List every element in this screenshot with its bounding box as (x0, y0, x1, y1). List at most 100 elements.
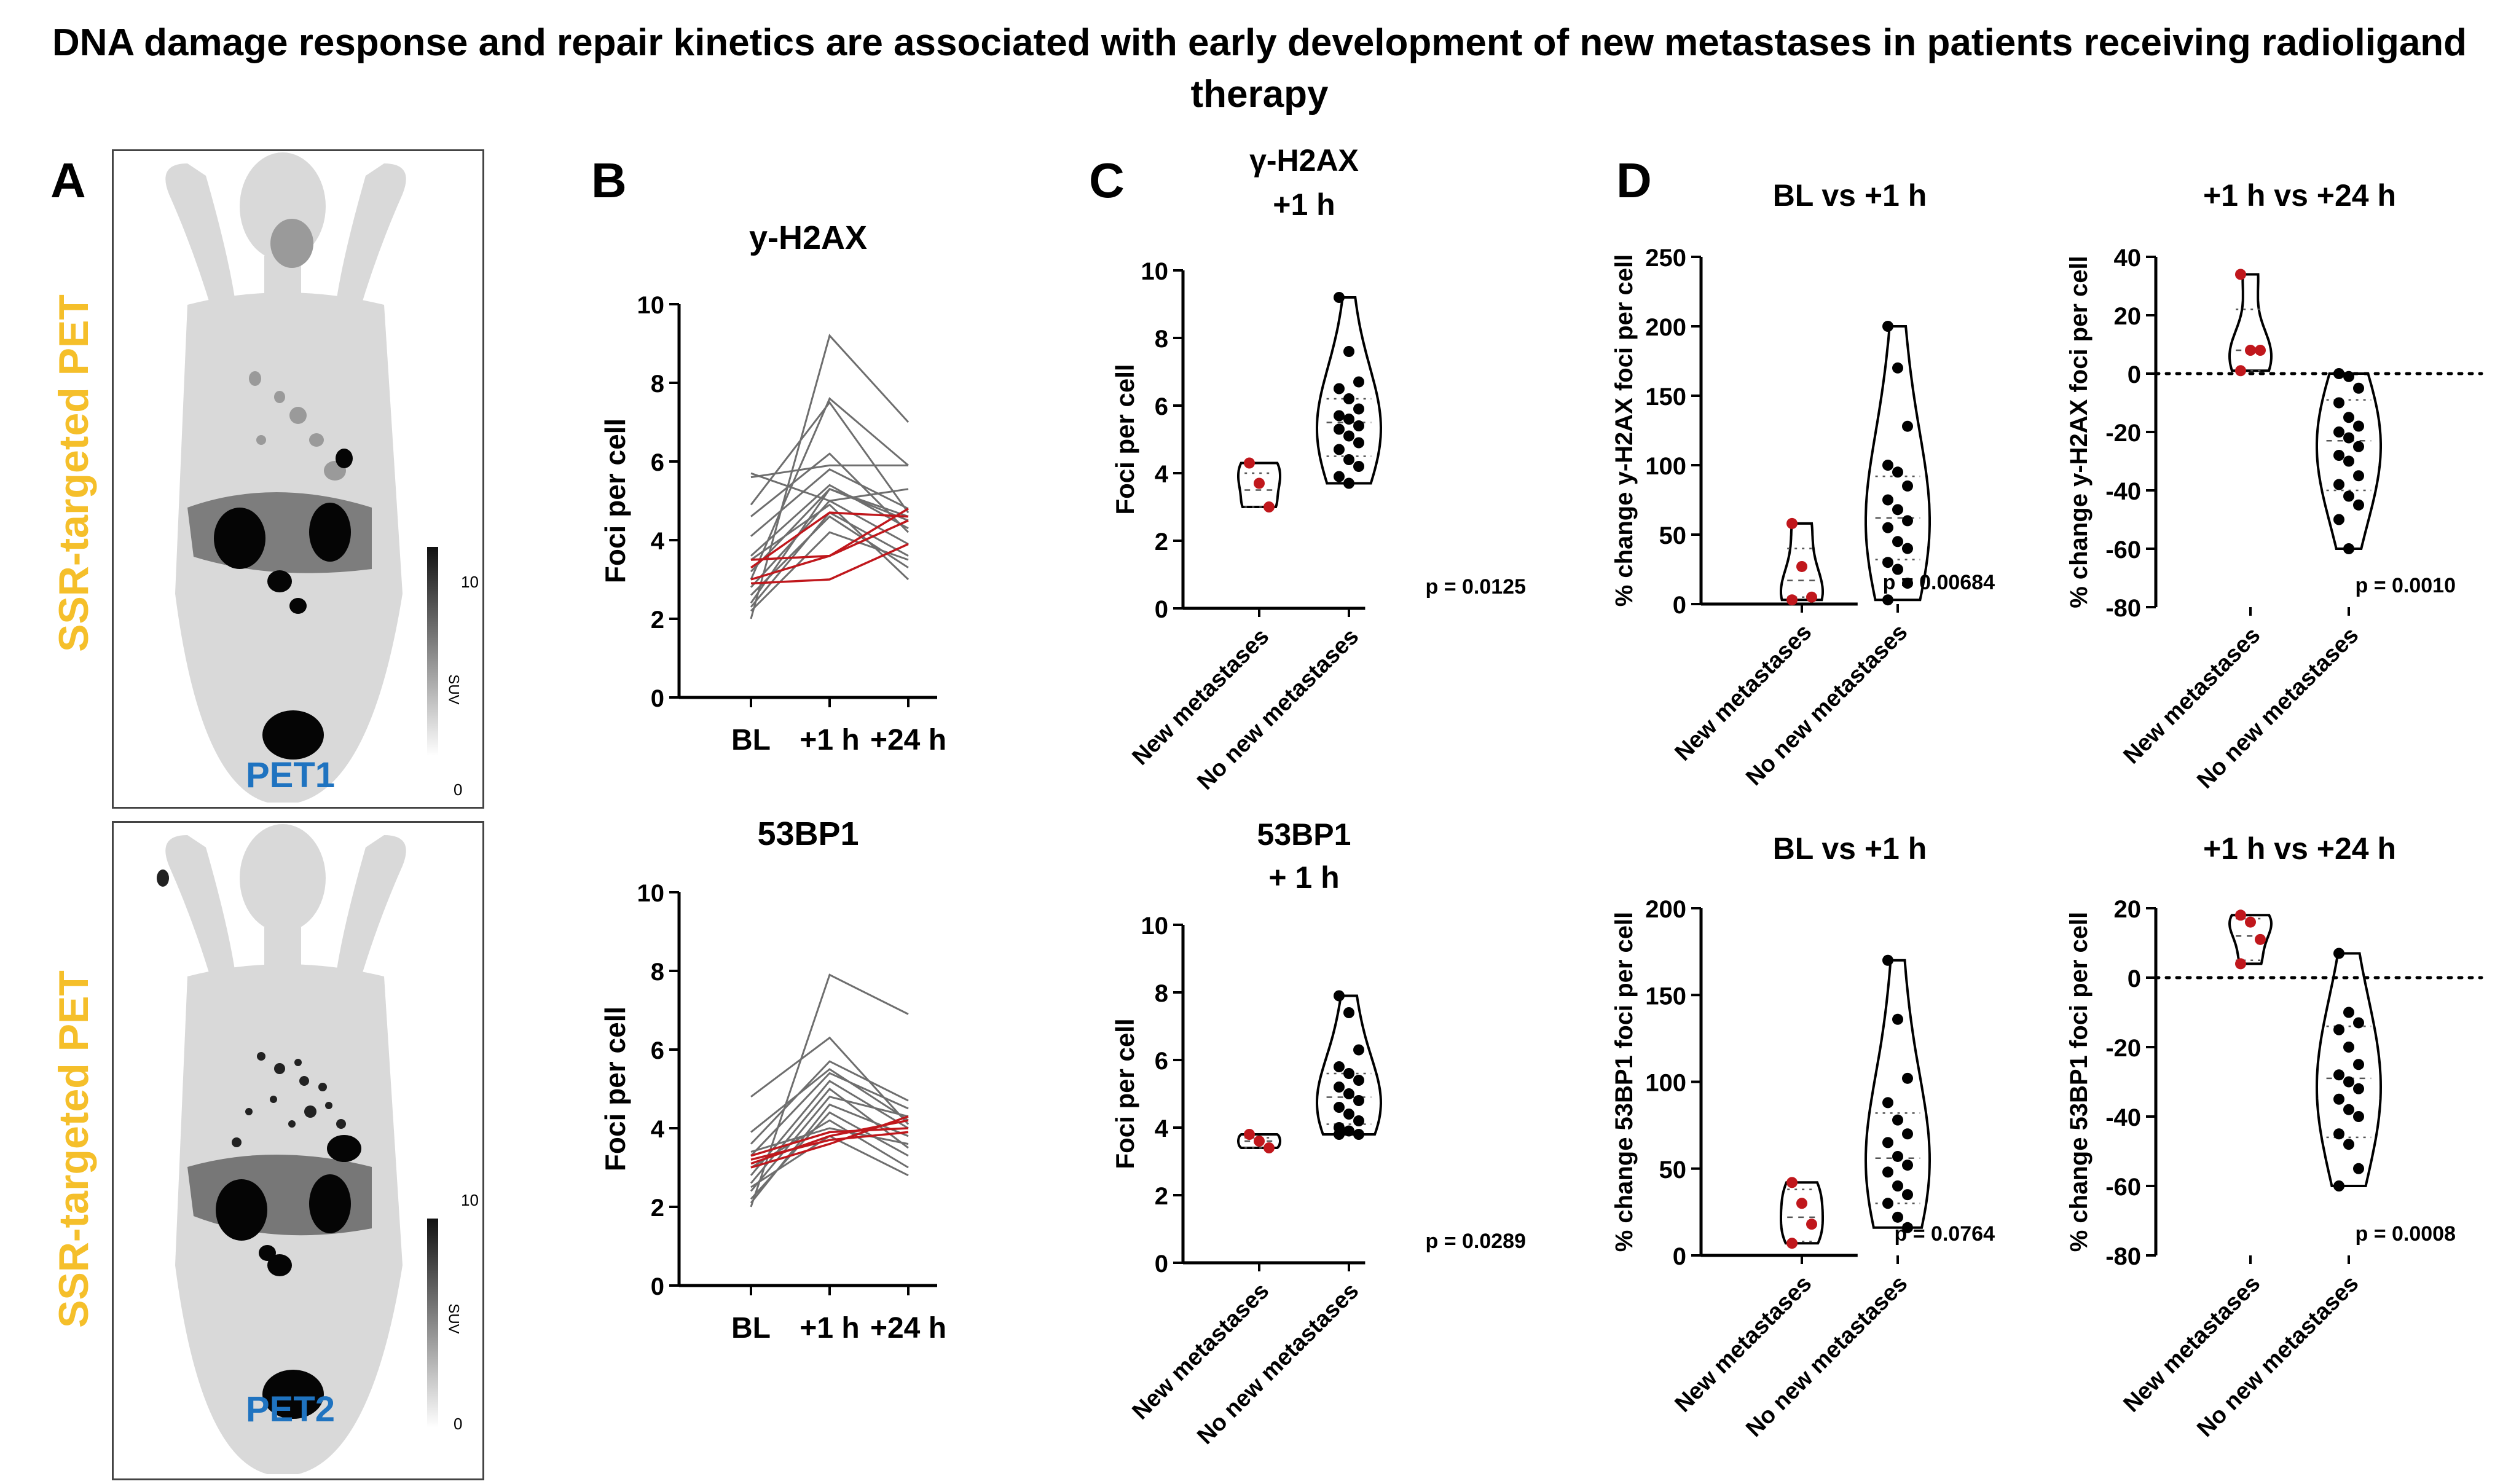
c1-y-tick-label: 2 (1155, 528, 1168, 556)
pet2-image (112, 821, 484, 1480)
d3-data-point (1892, 1114, 1903, 1126)
c1-chart-title: γ-H2AX (1249, 143, 1359, 178)
d4-data-point (2235, 909, 2246, 921)
d4-violin (2315, 952, 2383, 1187)
d2-data-point (2333, 450, 2344, 461)
d1-y-tick-label: 0 (1673, 592, 1686, 619)
pet2-mip-illustration (157, 824, 438, 1474)
d2-data-point (2245, 345, 2256, 356)
d1-data-point (1902, 578, 1913, 589)
d2-data-point (2353, 499, 2364, 511)
d3-data-point (1796, 1198, 1807, 1209)
c2-y-tick-label: 0 (1155, 1250, 1168, 1278)
c1-y-tick-label: 8 (1155, 326, 1168, 353)
c2-data-point (1343, 1109, 1354, 1120)
d1-data-point (1902, 420, 1913, 432)
c2-data-point (1343, 1088, 1354, 1099)
d4-data-point (2343, 1007, 2354, 1018)
panel-label-c: C (1089, 153, 1125, 208)
d1-data-point (1892, 362, 1903, 374)
b1-series-line-red (750, 511, 909, 569)
d4-data-point (2353, 1017, 2364, 1029)
d3-y-tick-label: 150 (1645, 983, 1686, 1010)
c1-data-point (1343, 454, 1354, 465)
c2-data-point (1353, 1075, 1364, 1086)
d3-violin (1780, 1181, 1824, 1245)
b2-y-axis-label: Foci per cell (599, 1007, 631, 1171)
d2-data-point (2235, 269, 2246, 280)
c2-violin (1237, 1133, 1281, 1149)
d3-p-value: p = 0.0764 (1894, 1222, 1995, 1246)
c2-data-point (1353, 1115, 1364, 1126)
c2-y-tick-label: 6 (1155, 1048, 1168, 1075)
d4-x-tick-label: No new metastases (2192, 1271, 2364, 1442)
panel-label-a: A (50, 153, 86, 208)
b1-series-line-grey (750, 397, 909, 580)
c1-data-point (1343, 393, 1354, 404)
c1-data-point (1263, 501, 1275, 512)
d4-data-point (2343, 1076, 2354, 1088)
b1-series-line-grey (750, 487, 909, 604)
d1-data-point (1882, 557, 1893, 568)
c2-y-tick-label: 4 (1155, 1115, 1169, 1142)
d4-data-point (2333, 1069, 2344, 1081)
d3-y-tick-label: 0 (1673, 1243, 1686, 1270)
c2-data-point (1343, 1007, 1354, 1018)
d3-data-point (1892, 1150, 1903, 1162)
d4-y-tick-label: -20 (2105, 1035, 2141, 1062)
c2-data-point (1334, 1061, 1345, 1072)
d4-data-point (2333, 1128, 2344, 1140)
d4-data-point (2343, 1139, 2354, 1150)
d4-y-tick-label: -40 (2105, 1104, 2141, 1131)
d4-y-axis-label: % change 53BP1 foci per cell (2065, 912, 2093, 1252)
d1-data-point (1882, 522, 1893, 533)
b1-series-line-grey (750, 452, 910, 533)
b2-y-tick-label: 4 (651, 1116, 665, 1143)
c1-data-point (1353, 420, 1364, 431)
d4-data-point (2245, 916, 2256, 928)
d3-data-point (1892, 1180, 1903, 1192)
d2-data-point (2343, 412, 2354, 423)
pet1-tag: PET1 (246, 755, 336, 795)
pet1-scale-max: 10 (461, 573, 479, 591)
d3-y-tick-label: 200 (1645, 896, 1686, 923)
d2-data-point (2333, 479, 2344, 490)
d1-data-point (1786, 594, 1798, 606)
d4-data-point (2235, 958, 2246, 970)
c2-chart-subtitle: + 1 h (1268, 860, 1339, 895)
c1-data-point (1334, 383, 1345, 395)
d1-data-point (1892, 563, 1903, 575)
b1-y-tick-label: 10 (637, 292, 665, 319)
c1-violin (1237, 461, 1281, 508)
b2-series-line-grey (750, 1068, 909, 1133)
b1-chart-title: y-H2AX (749, 219, 867, 256)
d4-y-tick-label: 0 (2128, 965, 2141, 992)
b1-series-line-grey (750, 531, 909, 612)
c2-data-point (1334, 1082, 1345, 1093)
c2-y-axis-label: Foci per cell (1110, 1018, 1139, 1169)
d2-data-point (2343, 490, 2354, 502)
d1-data-point (1902, 515, 1913, 527)
b2-series-line-grey (750, 1072, 909, 1156)
c2-chart-title: 53BP1 (1257, 817, 1351, 852)
b1-series-line-grey (750, 468, 909, 537)
c1-chart-subtitle: +1 h (1273, 187, 1335, 222)
d2-violin (2228, 273, 2273, 372)
d4-violin (2228, 914, 2273, 965)
d2-data-point (2343, 543, 2354, 554)
c1-data-point (1343, 430, 1354, 442)
c1-y-tick-label: 4 (1155, 461, 1169, 488)
d3-data-point (1902, 1072, 1913, 1084)
d3-y-axis-label: % change 53BP1 foci per cell (1611, 912, 1638, 1252)
pet1-image (112, 149, 484, 809)
b2-series-line-grey (750, 1119, 909, 1169)
d2-x-tick-label: No new metastases (2192, 622, 2364, 794)
c1-data-point (1334, 444, 1345, 455)
d2-data-point (2343, 432, 2354, 444)
b2-x-tick-label: +1 h (800, 1312, 859, 1345)
c1-data-point (1343, 414, 1354, 425)
d3-y-tick-label: 50 (1659, 1156, 1687, 1184)
c1-data-point (1244, 457, 1255, 469)
c1-x-tick-label: No new metastases (1192, 624, 1364, 795)
